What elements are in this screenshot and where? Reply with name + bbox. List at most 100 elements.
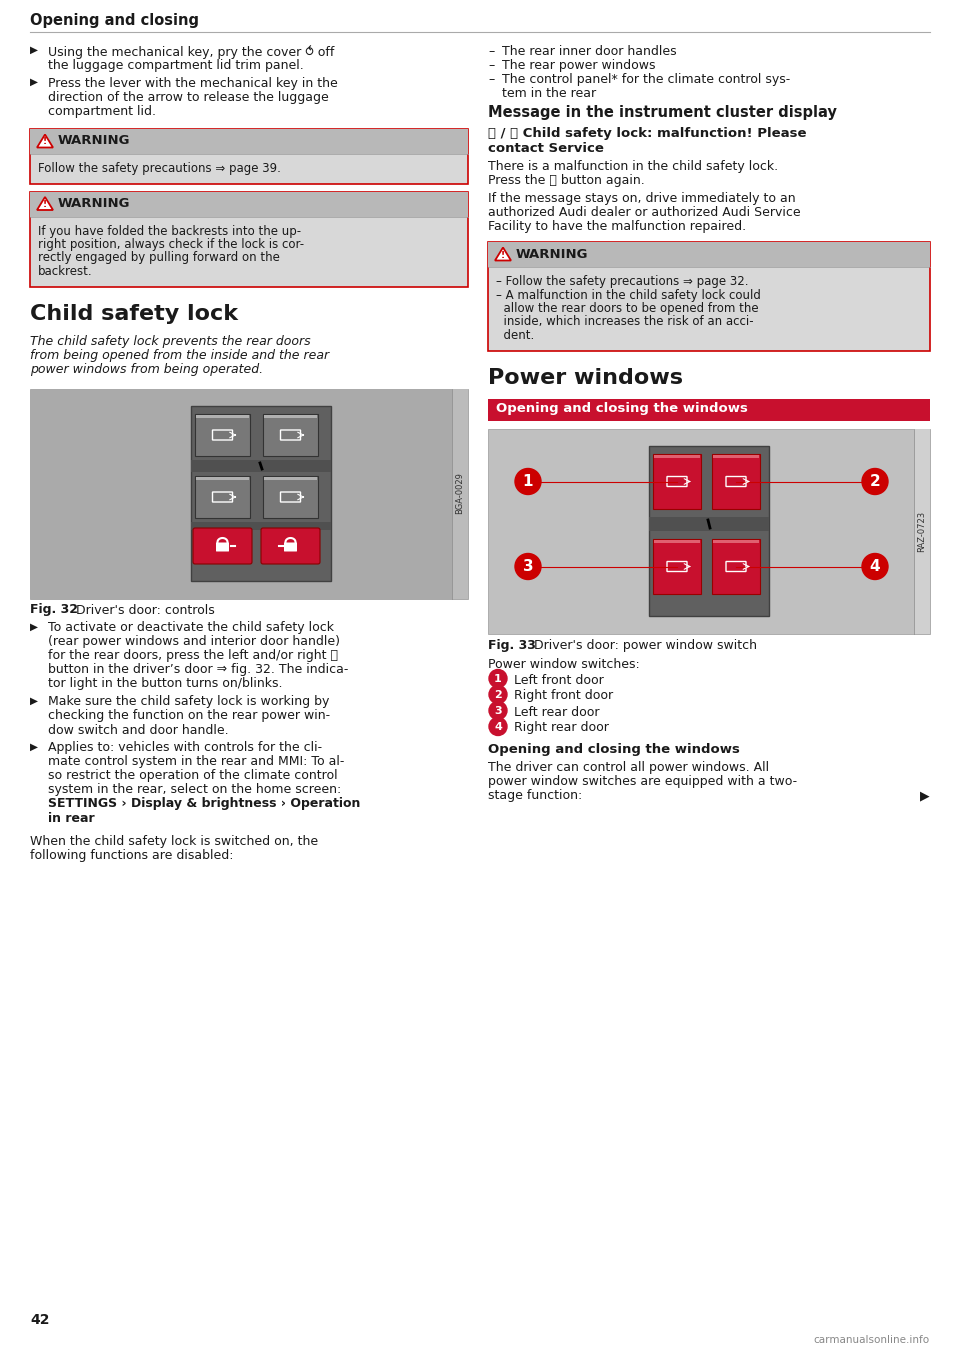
- Text: system in the rear, select on the home screen:: system in the rear, select on the home s…: [48, 784, 341, 796]
- FancyBboxPatch shape: [30, 191, 468, 286]
- Text: dow switch and door handle.: dow switch and door handle.: [48, 724, 228, 736]
- FancyBboxPatch shape: [488, 243, 930, 350]
- Text: ▶: ▶: [30, 76, 38, 87]
- Text: WARNING: WARNING: [58, 135, 131, 147]
- Text: from being opened from the inside and the rear: from being opened from the inside and th…: [30, 349, 329, 361]
- Circle shape: [489, 686, 507, 703]
- Text: power window switches are equipped with a two-: power window switches are equipped with …: [488, 776, 797, 789]
- Text: inside, which increases the risk of an acci-: inside, which increases the risk of an a…: [496, 315, 754, 328]
- Text: Left front door: Left front door: [514, 673, 604, 687]
- Text: When the child safety lock is switched on, the: When the child safety lock is switched o…: [30, 836, 318, 849]
- FancyBboxPatch shape: [30, 191, 468, 217]
- FancyBboxPatch shape: [30, 388, 468, 598]
- Circle shape: [862, 553, 888, 579]
- Text: allow the rear doors to be opened from the: allow the rear doors to be opened from t…: [496, 303, 758, 315]
- Text: contact Service: contact Service: [488, 142, 604, 155]
- Text: Child safety lock: Child safety lock: [30, 304, 238, 324]
- Text: The rear power windows: The rear power windows: [502, 59, 656, 72]
- Text: SETTINGS › Display & brightness › Operation: SETTINGS › Display & brightness › Operat…: [48, 797, 360, 811]
- Circle shape: [489, 702, 507, 720]
- Text: –: –: [488, 59, 494, 72]
- Text: direction of the arrow to release the luggage: direction of the arrow to release the lu…: [48, 91, 328, 104]
- Text: The child safety lock prevents the rear doors: The child safety lock prevents the rear …: [30, 334, 311, 348]
- Text: !: !: [501, 251, 505, 259]
- FancyBboxPatch shape: [216, 542, 229, 552]
- Text: RAZ-0723: RAZ-0723: [918, 510, 926, 552]
- Polygon shape: [37, 135, 53, 147]
- FancyBboxPatch shape: [649, 517, 769, 532]
- FancyBboxPatch shape: [193, 527, 252, 564]
- Text: Left rear door: Left rear door: [514, 706, 599, 718]
- FancyBboxPatch shape: [713, 540, 759, 542]
- Text: authorized Audi dealer or authorized Audi Service: authorized Audi dealer or authorized Aud…: [488, 206, 801, 219]
- Text: Right rear door: Right rear door: [514, 721, 609, 735]
- FancyBboxPatch shape: [263, 414, 318, 457]
- Text: 3: 3: [522, 559, 534, 574]
- FancyBboxPatch shape: [654, 540, 700, 542]
- FancyBboxPatch shape: [712, 454, 760, 508]
- Text: 1: 1: [494, 673, 502, 683]
- Text: 2: 2: [494, 690, 502, 699]
- Text: Facility to have the malfunction repaired.: Facility to have the malfunction repaire…: [488, 219, 746, 233]
- Text: Opening and closing the windows: Opening and closing the windows: [496, 402, 748, 414]
- Text: Follow the safety precautions ⇒ page 39.: Follow the safety precautions ⇒ page 39.: [38, 162, 281, 174]
- Text: Message in the instrument cluster display: Message in the instrument cluster displa…: [488, 105, 837, 120]
- Circle shape: [489, 717, 507, 736]
- Polygon shape: [495, 248, 511, 260]
- Text: WARNING: WARNING: [58, 198, 131, 210]
- Text: If the message stays on, drive immediately to an: If the message stays on, drive immediate…: [488, 192, 796, 204]
- Text: BGA-0029: BGA-0029: [455, 473, 465, 514]
- FancyBboxPatch shape: [452, 388, 468, 598]
- Text: so restrict the operation of the climate control: so restrict the operation of the climate…: [48, 770, 338, 782]
- FancyBboxPatch shape: [264, 414, 317, 418]
- Text: power windows from being operated.: power windows from being operated.: [30, 363, 263, 375]
- Text: for the rear doors, press the left and/or right 🔒: for the rear doors, press the left and/o…: [48, 650, 338, 662]
- Text: stage function:: stage function:: [488, 789, 583, 803]
- FancyBboxPatch shape: [30, 129, 468, 154]
- FancyBboxPatch shape: [264, 477, 317, 480]
- Text: 4: 4: [870, 559, 880, 574]
- FancyBboxPatch shape: [196, 477, 249, 480]
- FancyBboxPatch shape: [191, 522, 331, 530]
- FancyBboxPatch shape: [195, 476, 250, 518]
- Text: carmanualsonline.info: carmanualsonline.info: [814, 1334, 930, 1345]
- Text: 2: 2: [870, 474, 880, 489]
- Text: Driver's door: controls: Driver's door: controls: [76, 604, 215, 616]
- FancyBboxPatch shape: [649, 446, 769, 616]
- Text: – A malfunction in the child safety lock could: – A malfunction in the child safety lock…: [496, 289, 761, 301]
- FancyBboxPatch shape: [488, 398, 930, 421]
- FancyBboxPatch shape: [914, 428, 930, 634]
- Circle shape: [862, 469, 888, 495]
- Text: The driver can control all power windows. All: The driver can control all power windows…: [488, 762, 769, 774]
- Text: If you have folded the backrests into the up-: If you have folded the backrests into th…: [38, 225, 301, 237]
- FancyBboxPatch shape: [654, 455, 700, 458]
- Text: 1: 1: [523, 474, 533, 489]
- Text: – Follow the safety precautions ⇒ page 32.: – Follow the safety precautions ⇒ page 3…: [496, 275, 749, 288]
- FancyBboxPatch shape: [488, 243, 930, 267]
- Text: ⓘ / 🔒 Child safety lock: malfunction! Please: ⓘ / 🔒 Child safety lock: malfunction! Pl…: [488, 127, 806, 140]
- Text: 42: 42: [30, 1313, 50, 1328]
- Circle shape: [515, 469, 541, 495]
- Text: ▶: ▶: [30, 695, 38, 706]
- Polygon shape: [37, 198, 53, 210]
- Text: !: !: [43, 138, 47, 146]
- Text: in rear: in rear: [48, 811, 95, 825]
- FancyBboxPatch shape: [196, 414, 249, 418]
- Circle shape: [515, 553, 541, 579]
- FancyBboxPatch shape: [653, 538, 701, 594]
- Text: Power windows: Power windows: [488, 368, 683, 388]
- Text: Press the lever with the mechanical key in the: Press the lever with the mechanical key …: [48, 76, 338, 90]
- FancyBboxPatch shape: [191, 459, 331, 472]
- Text: Opening and closing: Opening and closing: [30, 14, 199, 29]
- Text: Press the 🔒 button again.: Press the 🔒 button again.: [488, 174, 645, 187]
- Text: rectly engaged by pulling forward on the: rectly engaged by pulling forward on the: [38, 252, 280, 264]
- Text: WARNING: WARNING: [516, 248, 588, 260]
- Text: ▶: ▶: [30, 741, 38, 751]
- Text: –: –: [488, 74, 494, 86]
- Text: dent.: dent.: [496, 328, 535, 342]
- Text: the luggage compartment lid trim panel.: the luggage compartment lid trim panel.: [48, 59, 303, 72]
- Text: There is a malfunction in the child safety lock.: There is a malfunction in the child safe…: [488, 159, 779, 173]
- Text: Applies to: vehicles with controls for the cli-: Applies to: vehicles with controls for t…: [48, 741, 323, 755]
- Text: Right front door: Right front door: [514, 690, 613, 702]
- Text: compartment lid.: compartment lid.: [48, 105, 156, 119]
